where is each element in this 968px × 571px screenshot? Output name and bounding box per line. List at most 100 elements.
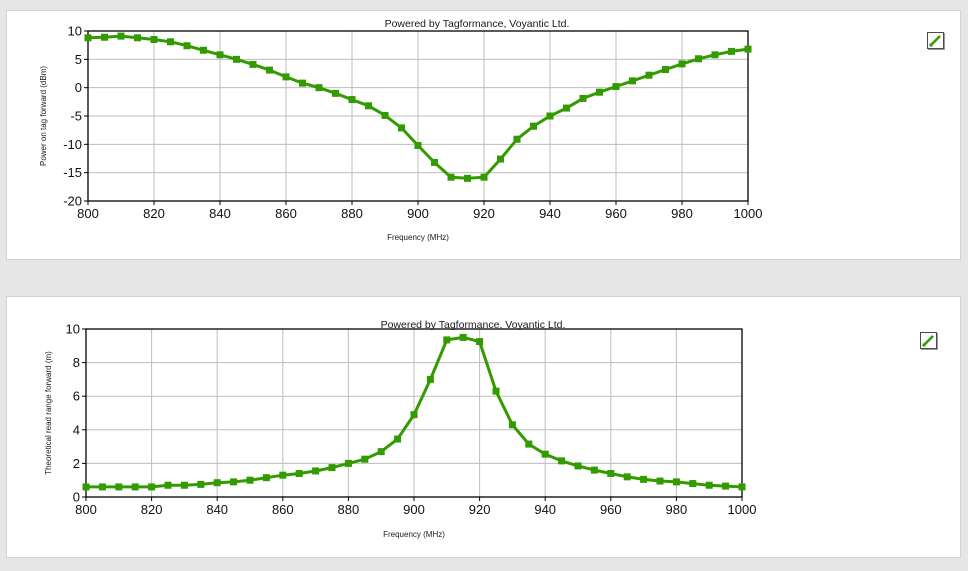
data-point-marker — [722, 482, 730, 490]
data-point-marker — [447, 173, 455, 181]
data-point-marker — [579, 94, 587, 102]
data-point-marker — [148, 483, 156, 491]
data-point-marker — [200, 46, 207, 54]
x-axis-label: Frequency (MHz) — [387, 233, 449, 242]
data-point-marker — [164, 481, 172, 489]
data-point-marker — [398, 124, 405, 132]
data-point-marker — [443, 336, 451, 344]
chart-title: Powered by Tagformance, Voyantic Ltd. — [385, 18, 570, 30]
x-tick-label: 880 — [338, 502, 360, 517]
data-point-marker — [213, 479, 221, 487]
x-tick-label: 800 — [77, 206, 99, 221]
y-tick-label: -20 — [63, 194, 82, 209]
data-point-marker — [678, 60, 686, 68]
data-point-marker — [131, 483, 139, 491]
data-point-marker — [431, 158, 438, 166]
data-point-marker — [414, 141, 422, 149]
data-point-marker — [508, 421, 516, 429]
x-tick-label: 840 — [206, 502, 228, 517]
data-point-marker — [98, 483, 106, 491]
data-point-marker — [394, 435, 402, 443]
data-point-marker — [117, 32, 125, 40]
data-point-marker — [558, 457, 566, 465]
data-point-marker — [480, 173, 488, 181]
data-point-marker — [497, 155, 504, 163]
gridlines — [87, 30, 749, 202]
data-point-marker — [82, 483, 90, 491]
x-tick-label: 900 — [407, 206, 429, 221]
data-point-marker — [381, 111, 389, 119]
data-point-marker — [464, 174, 471, 182]
y-tick-label: -15 — [63, 165, 82, 180]
x-tick-label: 800 — [75, 502, 97, 517]
data-point-marker — [233, 55, 240, 63]
data-point-marker — [689, 480, 697, 488]
data-point-marker — [344, 459, 352, 467]
y-axis-label: Power on tag forward (dBm) — [39, 66, 48, 166]
data-point-marker — [607, 469, 615, 477]
data-point-marker — [262, 474, 270, 482]
data-point-marker — [167, 38, 174, 46]
x-tick-label: 920 — [469, 502, 491, 517]
data-point-marker — [230, 478, 238, 486]
data-point-marker — [513, 135, 521, 143]
y-tick-label: 0 — [75, 80, 82, 95]
data-point-marker — [328, 464, 336, 472]
data-point-marker — [744, 45, 752, 53]
data-point-marker — [180, 481, 188, 489]
x-tick-label: 960 — [605, 206, 627, 221]
data-point-marker — [249, 60, 257, 68]
x-tick-label: 940 — [539, 206, 561, 221]
x-tick-label: 820 — [141, 502, 163, 517]
x-tick-label: 860 — [275, 206, 297, 221]
data-point-marker — [459, 333, 467, 341]
legend-toggle-icon[interactable] — [920, 332, 937, 349]
x-tick-label: 1000 — [734, 206, 763, 221]
power-chart: 800 820 840 860 880 900 920 940 960 980 1000 -20 -15… — [39, 18, 763, 242]
data-point-marker — [282, 73, 290, 81]
data-point-marker — [315, 84, 323, 92]
data-point-marker — [590, 466, 598, 474]
data-point-marker — [656, 477, 664, 485]
y-tick-label: 4 — [73, 422, 80, 437]
data-point-marker — [266, 66, 273, 74]
data-point-marker — [348, 96, 356, 104]
data-point-marker — [377, 448, 385, 456]
data-point-marker — [365, 102, 372, 110]
legend-toggle-icon[interactable] — [927, 32, 944, 49]
x-tick-label: 980 — [671, 206, 693, 221]
read-range-chart: 800 820 840 860 880 900 920 940 960 980 1000 0 2 4 6 8 1… — [44, 319, 756, 539]
data-point-marker — [541, 450, 549, 458]
data-point-marker — [312, 467, 320, 475]
data-point-marker — [410, 411, 418, 419]
data-point-marker — [728, 47, 735, 55]
data-point-marker — [476, 338, 484, 346]
y-tick-label: 8 — [73, 355, 80, 370]
x-tick-label: 960 — [600, 502, 622, 517]
x-tick-label: 940 — [534, 502, 556, 517]
data-point-marker — [612, 83, 620, 91]
chart-panel-read-range: 800 820 840 860 880 900 920 940 960 980 1000 0 2 4 6 8 1… — [6, 296, 961, 558]
y-tick-label: 10 — [68, 24, 82, 39]
x-tick-label: 880 — [341, 206, 363, 221]
x-tick-label: 840 — [209, 206, 231, 221]
data-point-marker — [711, 51, 719, 59]
data-point-marker — [629, 77, 636, 85]
data-point-marker — [299, 79, 306, 87]
data-point-marker — [150, 36, 158, 43]
line-series-icon — [929, 35, 941, 47]
data-point-marker — [563, 104, 570, 112]
data-point-marker — [492, 387, 500, 395]
x-axis-label: Frequency (MHz) — [383, 530, 445, 539]
data-point-marker — [662, 66, 669, 74]
y-tick-label: 10 — [66, 322, 80, 337]
y-axis-label: Theoretical read range forward (m) — [44, 351, 53, 475]
x-tick-label: 980 — [666, 502, 688, 517]
data-point-marker — [246, 476, 254, 484]
y-tick-label: 5 — [75, 52, 82, 67]
y-tick-label: -10 — [63, 137, 82, 152]
data-point-marker — [115, 483, 123, 491]
data-point-marker — [596, 88, 603, 96]
data-point-marker — [672, 478, 680, 486]
data-point-marker — [134, 34, 141, 42]
